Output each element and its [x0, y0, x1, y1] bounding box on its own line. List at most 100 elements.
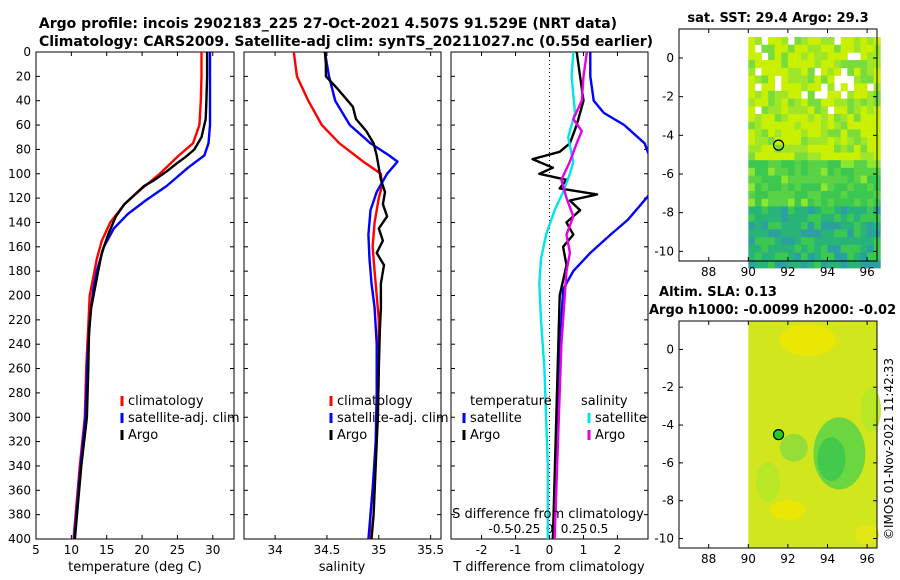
heat-cell [847, 106, 855, 115]
heat-cell [820, 98, 828, 107]
heat-cell [807, 44, 815, 53]
heat-cell [801, 114, 809, 123]
heat-cell [867, 260, 875, 269]
heat-cell [794, 244, 802, 253]
heat-cell [754, 160, 762, 169]
heat-cell [748, 90, 756, 99]
map-y-label: -6 [662, 456, 674, 470]
heat-cell [840, 206, 848, 215]
heat-cell [748, 44, 756, 53]
heat-cell [781, 260, 789, 269]
heat-cell [774, 175, 782, 184]
heat-cell [853, 83, 861, 92]
heat-cell [847, 183, 855, 192]
heat-cell [754, 183, 762, 192]
heat-cell [814, 191, 822, 200]
heat-cell [853, 90, 861, 99]
heat-cell [820, 106, 828, 115]
x2-tick-label: 0.5 [589, 522, 608, 536]
legend-title: salinity [581, 394, 628, 409]
heat-cell [794, 44, 802, 53]
heat-cell [860, 221, 868, 230]
heat-cell [787, 60, 795, 69]
heat-cell [814, 167, 822, 176]
sla-blob [779, 323, 836, 356]
heat-cell [787, 229, 795, 238]
heat-cell [860, 60, 868, 69]
heat-cell [768, 183, 776, 192]
series-line-satellite-adj.-clim [323, 52, 399, 539]
heat-cell [847, 214, 855, 223]
heat-cell [853, 106, 861, 115]
depth-tick-label: 40 [16, 94, 31, 108]
heat-cell [754, 237, 762, 246]
heat-cell [754, 198, 762, 207]
heat-cell [774, 167, 782, 176]
heat-cell [853, 252, 861, 261]
sla-blob [756, 461, 781, 502]
heat-cell [761, 114, 769, 123]
heat-cell [781, 83, 789, 92]
heat-cell [801, 237, 809, 246]
heat-cell [787, 214, 795, 223]
heat-cell [768, 221, 776, 230]
heat-cell [794, 137, 802, 146]
heat-cell [820, 237, 828, 246]
depth-tick-label: 160 [8, 240, 31, 254]
heat-cell [801, 206, 809, 215]
series-line-s-satellite [538, 52, 577, 539]
depth-tick-label: 300 [8, 410, 31, 424]
heat-cell [781, 206, 789, 215]
map-x-label: 92 [780, 552, 795, 566]
depth-tick-label: 260 [8, 362, 31, 376]
heat-cell [834, 221, 842, 230]
heat-cell [787, 83, 795, 92]
heat-cell [840, 183, 848, 192]
heat-cell [820, 191, 828, 200]
depth-tick-label: 60 [16, 118, 31, 132]
heat-cell [768, 167, 776, 176]
heat-cell [853, 160, 861, 169]
heat-cell [761, 137, 769, 146]
heat-cell [768, 52, 776, 61]
heat-cell [834, 198, 842, 207]
heat-cell [801, 106, 809, 115]
heat-cell [761, 98, 769, 107]
sst-heatmap [748, 37, 881, 269]
map-x-label: 92 [780, 265, 795, 279]
sst-argo-marker [772, 139, 785, 151]
heat-cell [794, 90, 802, 99]
heat-cell [847, 167, 855, 176]
heat-cell [774, 229, 782, 238]
heat-cell [834, 152, 842, 161]
heat-cell [860, 114, 868, 123]
heat-cell [820, 167, 828, 176]
heat-cell [827, 37, 835, 46]
heat-cell [787, 52, 795, 61]
heat-cell [761, 260, 769, 269]
heat-cell [754, 206, 762, 215]
heat-cell [820, 144, 828, 153]
heat-cell [754, 144, 762, 153]
x2-tick-label: -0.25 [509, 522, 540, 536]
heat-cell [860, 191, 868, 200]
heat-cell [827, 98, 835, 107]
depth-tick-label: 280 [8, 386, 31, 400]
heat-cell [820, 52, 828, 61]
heat-cell [853, 229, 861, 238]
heat-cell [774, 237, 782, 246]
heat-cell [834, 44, 842, 53]
heat-cell [834, 167, 842, 176]
heat-cell [754, 98, 762, 107]
heat-cell [860, 214, 868, 223]
heat-cell [853, 206, 861, 215]
heat-cell [840, 237, 848, 246]
x2-tick-label: 0.25 [561, 522, 588, 536]
heat-cell [860, 175, 868, 184]
heat-cell [801, 175, 809, 184]
heat-cell [761, 106, 769, 115]
heat-cell [754, 90, 762, 99]
salinity-legend: climatology satellite-adj. clim Argo [329, 394, 449, 443]
x-tick-label: -1 [510, 543, 522, 557]
series-line-argo [73, 52, 209, 539]
